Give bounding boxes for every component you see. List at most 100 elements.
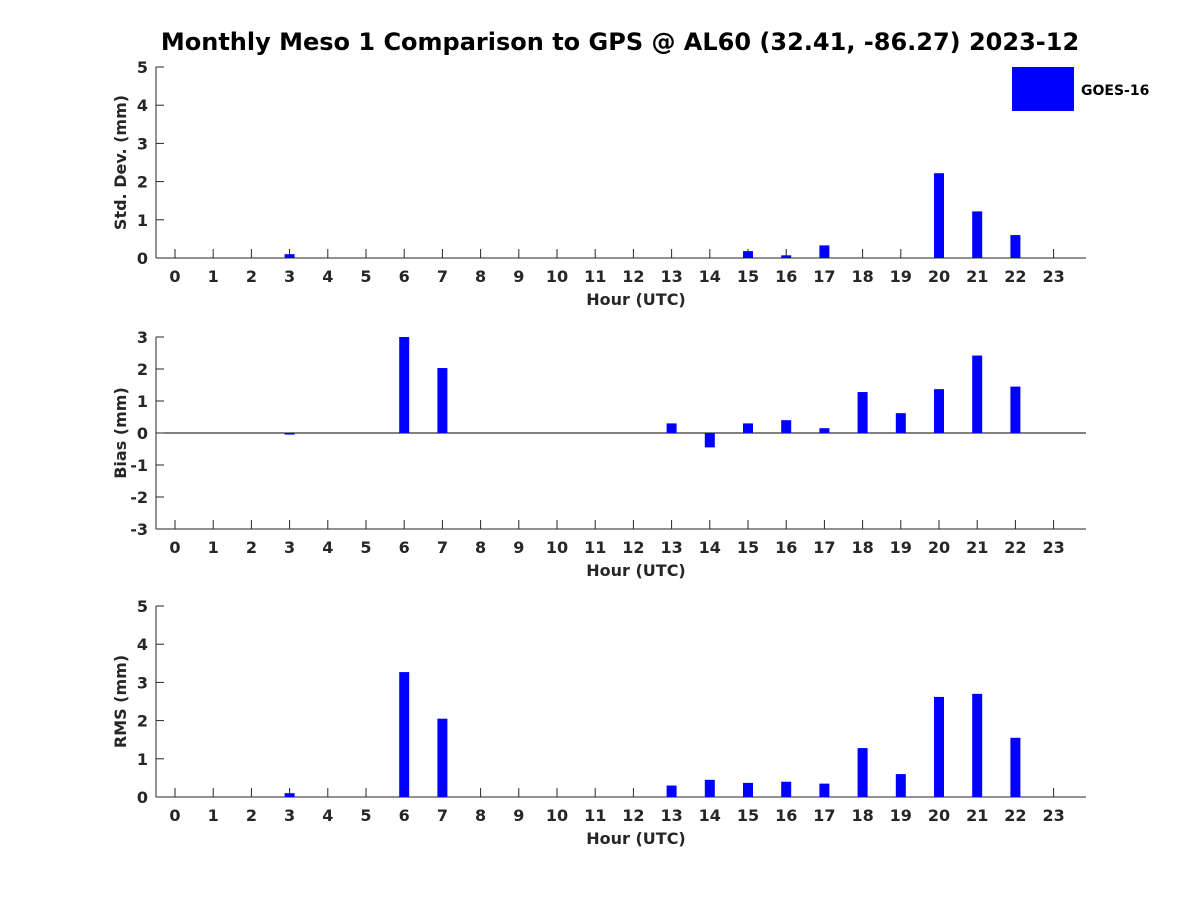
legend-label: GOES-16 [1081,83,1149,99]
panel2-y-tick-label: 3 [137,328,148,347]
panel2-x-tick-label: 2 [246,538,257,557]
panel3-x-tick-label: 8 [475,806,486,825]
panel3-bar-hour-18 [857,748,868,797]
panel1-x-tick-label: 5 [360,267,371,286]
panel2-x-tick-label: 4 [322,538,333,557]
panel2-bar-hour-7 [437,368,448,433]
panel2-x-tick-label: 13 [660,538,682,557]
panel3-bar-hour-17 [819,783,830,797]
panel2-x-tick-label: 5 [360,538,371,557]
panel3-bar-hour-14 [704,779,715,797]
panel1-x-tick-label: 8 [475,267,486,286]
panel1-y-tick-label: 2 [137,173,148,192]
panel1-bar-hour-17 [819,245,830,258]
panel3-y-tick-label: 4 [137,635,148,654]
panel2-x-tick-label: 3 [284,538,295,557]
panel2-x-tick-label: 14 [699,538,721,557]
panel1-x-tick-label: 19 [890,267,912,286]
panel3-x-axis-label: Hour (UTC) [586,829,686,848]
panel3-y-tick-label: 0 [137,788,148,807]
panel3-x-tick-label: 19 [890,806,912,825]
panel3-bar-hour-13 [666,785,677,797]
panel3-x-tick-label: 1 [208,806,219,825]
panel2-x-tick-label: 12 [622,538,644,557]
panel2-x-tick-label: 0 [169,538,180,557]
panel3-bar-hour-21 [972,693,983,797]
panel2-y-tick-label: -1 [130,456,148,475]
panel3-bar-hour-6 [399,672,410,797]
panel1-bar-hour-15 [743,251,753,258]
panel2-bar-hour-3 [284,433,295,435]
panel1-y-tick-label: 4 [137,96,148,115]
panel3-x-tick-label: 5 [360,806,371,825]
panel2-x-tick-label: 8 [475,538,486,557]
panel3-x-tick-label: 16 [775,806,797,825]
panel2-y-tick-label: 0 [137,424,148,443]
panel3-x-tick-label: 20 [928,806,950,825]
panel2-bar-hour-17 [819,428,830,433]
panel2-x-tick-label: 7 [437,538,448,557]
panel3-bar-hour-7 [437,718,448,797]
panel3-x-tick-label: 13 [660,806,682,825]
panel3-bar-hour-20 [934,696,944,797]
panel1-x-tick-label: 2 [246,267,257,286]
panel1-x-tick-label: 11 [584,267,606,286]
panel2-x-tick-label: 22 [1004,538,1026,557]
panel2-bar-hour-6 [399,337,410,433]
panel2-x-tick-label: 18 [851,538,873,557]
panel1-x-tick-label: 17 [813,267,835,286]
panel3-x-tick-label: 18 [851,806,873,825]
panel1-x-tick-label: 13 [660,267,682,286]
panel2-x-tick-label: 11 [584,538,606,557]
panel2-x-tick-label: 17 [813,538,835,557]
panel2-x-tick-label: 23 [1042,538,1064,557]
panel2-x-tick-label: 6 [399,538,410,557]
panel3-x-tick-label: 9 [513,806,524,825]
panel2-x-tick-label: 16 [775,538,797,557]
panel2-bar-hour-13 [666,423,677,433]
panel3-bar-hour-19 [895,774,906,797]
panel3-x-tick-label: 6 [399,806,410,825]
panel2-bar-hour-22 [1010,386,1021,433]
panel3-bar-hour-22 [1010,737,1021,797]
panel1-bar-hour-16 [781,255,792,258]
panel1-x-tick-label: 12 [622,267,644,286]
panel1-x-tick-label: 9 [513,267,524,286]
panel2-x-axis-label: Hour (UTC) [586,561,686,580]
panel2-x-tick-label: 15 [737,538,759,557]
panel2-x-tick-label: 21 [966,538,988,557]
panel1-y-tick-label: 1 [137,211,148,230]
panel1-x-tick-label: 4 [322,267,333,286]
panel2-bar-hour-15 [743,423,753,433]
panel2-x-tick-label: 1 [208,538,219,557]
panel2-bar-hour-20 [934,389,944,433]
panel1-x-tick-label: 3 [284,267,295,286]
panel3-x-tick-label: 0 [169,806,180,825]
panel2-x-tick-label: 9 [513,538,524,557]
panel3-x-tick-label: 3 [284,806,295,825]
legend-swatch [1012,67,1074,111]
panel1-x-tick-label: 18 [851,267,873,286]
panel2-x-tick-label: 20 [928,538,950,557]
panel1-y-axis-label: Std. Dev. (mm) [111,95,130,230]
panel1-y-tick-label: 3 [137,134,148,153]
panel1-x-tick-label: 16 [775,267,797,286]
panel1-x-tick-label: 20 [928,267,950,286]
panel3-x-tick-label: 12 [622,806,644,825]
panel1-bar-hour-22 [1010,235,1021,258]
panel2-bar-hour-16 [781,420,792,433]
panel3-x-tick-label: 23 [1042,806,1064,825]
panel3-bar-hour-16 [781,781,792,797]
panel1-x-tick-label: 7 [437,267,448,286]
panel1-x-tick-label: 14 [699,267,721,286]
panel2-y-tick-label: -3 [130,520,148,539]
panel2-y-tick-label: 2 [137,360,148,379]
chart-title: Monthly Meso 1 Comparison to GPS @ AL60 … [160,28,1080,56]
panel1-x-axis-label: Hour (UTC) [586,290,686,309]
panel3-x-tick-label: 21 [966,806,988,825]
panel2-y-tick-label: 1 [137,392,148,411]
panel2-y-tick-label: -2 [130,488,148,507]
panel3-x-tick-label: 2 [246,806,257,825]
panel3-x-tick-label: 4 [322,806,333,825]
panel1-x-tick-label: 10 [546,267,568,286]
